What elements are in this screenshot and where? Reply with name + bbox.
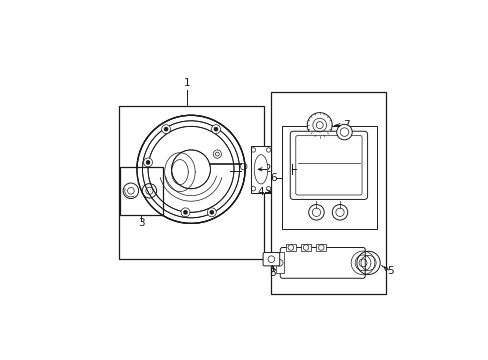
Circle shape bbox=[162, 125, 170, 134]
Circle shape bbox=[306, 113, 331, 138]
Bar bbox=[271, 92, 386, 294]
Bar bbox=[316, 244, 325, 251]
Bar bbox=[275, 252, 284, 273]
Text: 5: 5 bbox=[386, 266, 393, 276]
Circle shape bbox=[207, 208, 216, 217]
Text: 1: 1 bbox=[183, 78, 190, 89]
FancyBboxPatch shape bbox=[263, 253, 279, 266]
Bar bbox=[120, 167, 163, 215]
Text: 7: 7 bbox=[342, 120, 348, 130]
Text: 2: 2 bbox=[264, 164, 271, 174]
Text: 6: 6 bbox=[270, 173, 276, 183]
Ellipse shape bbox=[254, 155, 267, 184]
Circle shape bbox=[336, 124, 351, 140]
Bar bbox=[301, 244, 310, 251]
FancyBboxPatch shape bbox=[280, 247, 365, 278]
Bar bbox=[285, 244, 295, 251]
Circle shape bbox=[308, 204, 324, 220]
Bar bbox=[119, 105, 264, 260]
Text: 4: 4 bbox=[257, 186, 264, 197]
Circle shape bbox=[143, 158, 152, 167]
Circle shape bbox=[164, 127, 168, 131]
Bar bbox=[250, 146, 271, 193]
Circle shape bbox=[137, 115, 244, 223]
Circle shape bbox=[181, 208, 189, 217]
Circle shape bbox=[211, 125, 220, 134]
Circle shape bbox=[146, 161, 150, 164]
Circle shape bbox=[183, 210, 187, 214]
Text: 3: 3 bbox=[138, 219, 144, 228]
FancyBboxPatch shape bbox=[290, 131, 367, 199]
Circle shape bbox=[214, 127, 218, 131]
Circle shape bbox=[331, 204, 347, 220]
Text: 8: 8 bbox=[269, 268, 276, 278]
Bar bbox=[282, 126, 376, 229]
Circle shape bbox=[209, 210, 213, 214]
